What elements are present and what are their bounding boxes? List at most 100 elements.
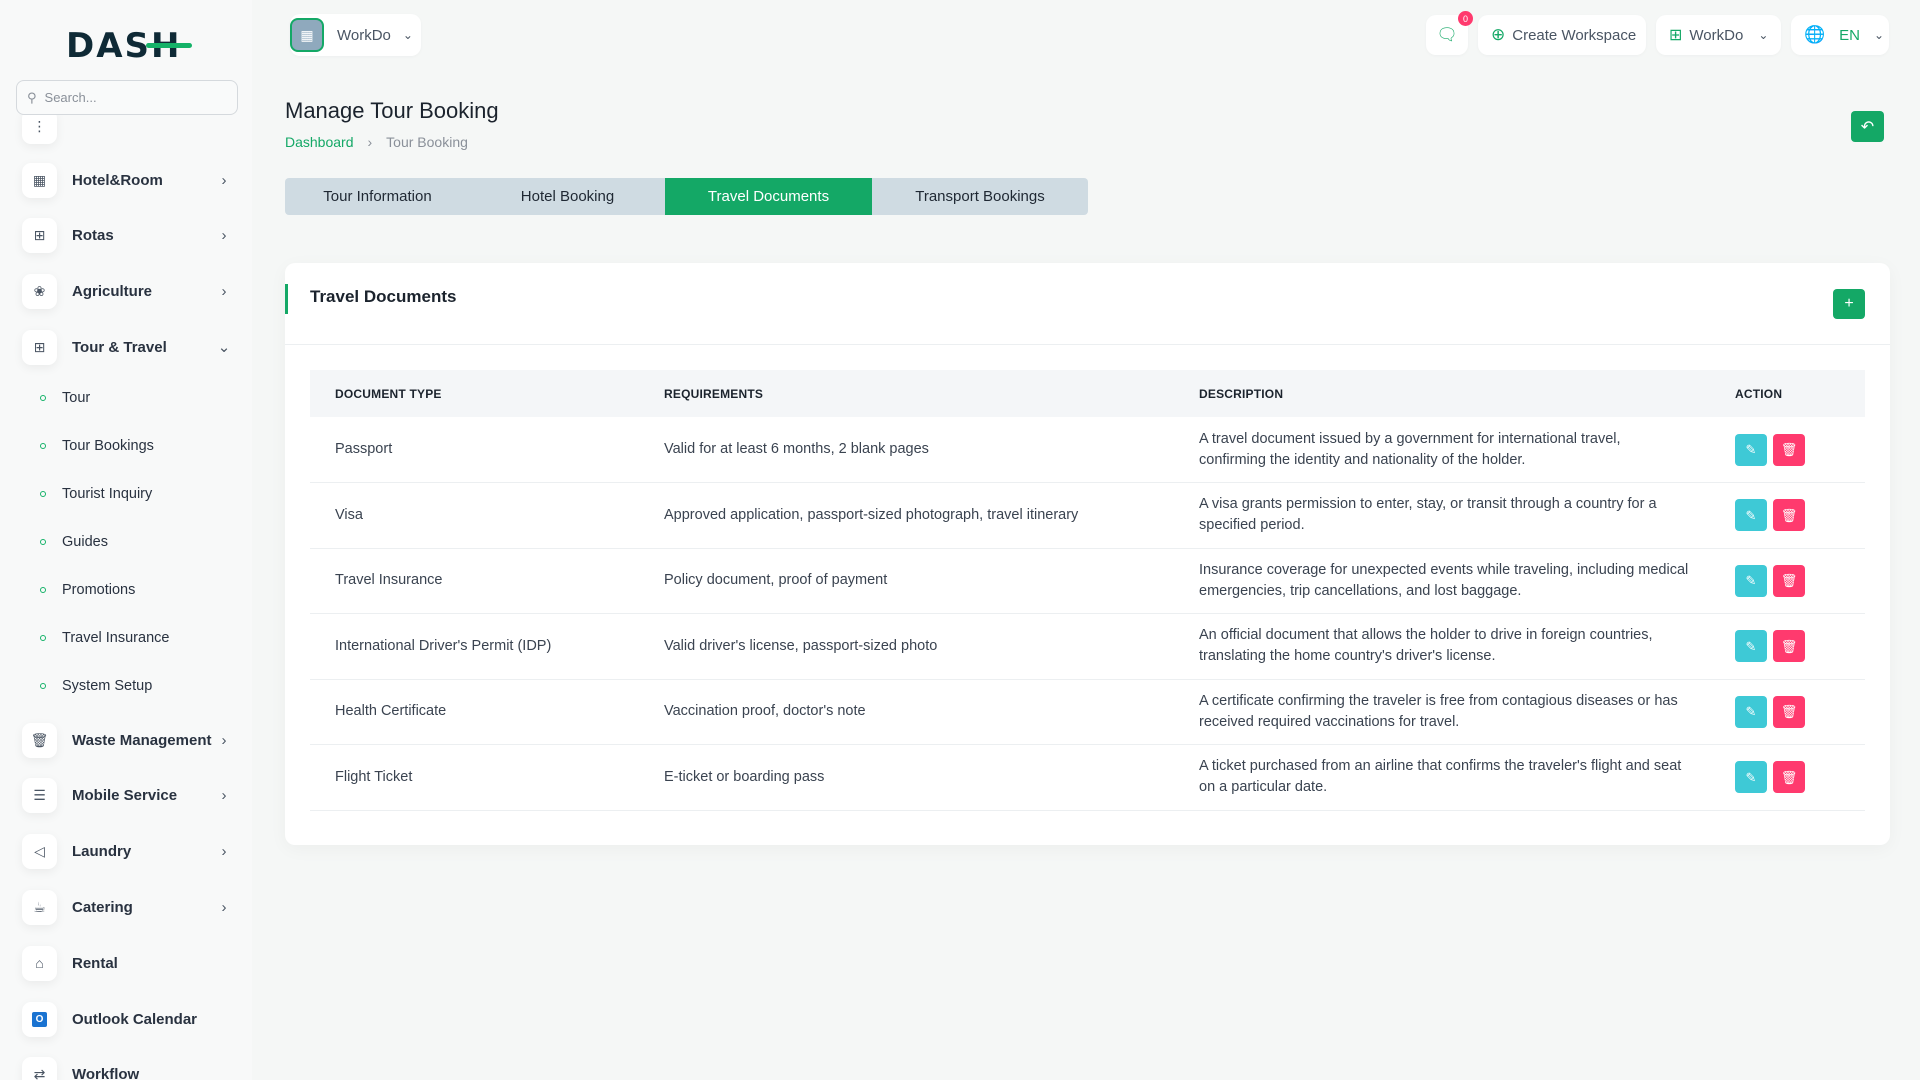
edit-button[interactable]: ✎ — [1735, 761, 1767, 794]
divider — [285, 344, 1890, 345]
sidebar-item-label: Catering — [72, 898, 133, 916]
sidebar-item-catering[interactable]: ☕ Catering › — [22, 889, 234, 925]
sidebar-item-label: Workflow — [72, 1065, 140, 1080]
tab-tour-information[interactable]: Tour Information — [323, 188, 432, 205]
sidebar-item-waste-management[interactable]: 🗑 Waste Management › — [22, 722, 234, 758]
cell-document-type: Flight Ticket — [310, 744, 639, 811]
sidebar-item-rotas[interactable]: ⊞ Rotas › — [22, 217, 234, 253]
header-action: ACTION — [1710, 370, 1865, 417]
workspace-switcher[interactable]: ▦ WorkDo ⌄ — [290, 14, 421, 56]
bullet-icon — [40, 635, 46, 641]
chevron-right-icon: › — [221, 786, 227, 804]
sidebar-item-label: Rotas — [72, 226, 114, 244]
home-icon: ⌂ — [22, 945, 57, 981]
sidebar-item-label: Hotel&Room — [72, 171, 163, 189]
breadcrumb: Dashboard › Tour Booking — [285, 134, 468, 150]
chevron-right-icon: › — [221, 226, 227, 244]
add-document-button[interactable]: + — [1833, 289, 1865, 319]
sidebar-subitem-tourist-inquiry[interactable]: Tourist Inquiry — [40, 486, 152, 502]
chevron-right-icon: › — [367, 134, 373, 150]
sidebar-subitem-promotions[interactable]: Promotions — [40, 582, 135, 598]
subitem-label: Tour Bookings — [62, 438, 154, 454]
edit-button[interactable]: ✎ — [1735, 564, 1767, 597]
edit-button[interactable]: ✎ — [1735, 695, 1767, 728]
cell-description: A certificate confirming the traveler is… — [1174, 679, 1710, 745]
table-header-row: DOCUMENT TYPE REQUIREMENTS DESCRIPTION A… — [310, 370, 1865, 417]
coffee-icon: ☕ — [22, 889, 57, 925]
cell-description: An official document that allows the hol… — [1174, 613, 1710, 680]
sidebar-subitem-system-setup[interactable]: System Setup — [40, 678, 152, 694]
header-requirements: REQUIREMENTS — [639, 370, 1174, 417]
create-workspace-button[interactable]: ⊕ Create Workspace — [1478, 15, 1646, 55]
pencil-icon: ✎ — [1745, 573, 1757, 589]
cell-description: A visa grants permission to enter, stay,… — [1174, 482, 1710, 549]
workdo-dropdown[interactable]: ⊞ WorkDo ⌄ — [1656, 15, 1781, 55]
delete-button[interactable]: 🗑 — [1773, 499, 1805, 532]
header-document-type: DOCUMENT TYPE — [310, 370, 639, 417]
edit-button[interactable]: ✎ — [1735, 499, 1767, 532]
sidebar-item-hotel-room[interactable]: ▦ Hotel&Room › — [22, 162, 234, 198]
cell-action: ✎ 🗑 — [1710, 482, 1865, 549]
building-icon: ▦ — [22, 162, 57, 198]
sidebar-subitem-tour-bookings[interactable]: Tour Bookings — [40, 438, 154, 454]
cell-document-type: Visa — [310, 482, 639, 549]
plus-circle-icon: ⊕ — [1491, 25, 1506, 44]
apps-icon: ⊞ — [1669, 27, 1683, 44]
chevron-down-icon: ⌄ — [217, 339, 231, 356]
sidebar-item-agriculture[interactable]: ❀ Agriculture › — [22, 273, 234, 309]
cell-description: Insurance coverage for unexpected events… — [1174, 548, 1710, 614]
language-dropdown[interactable]: 🌐 EN ⌄ — [1791, 15, 1889, 55]
outlook-icon: O — [22, 1001, 57, 1037]
trash-icon: 🗑 — [1780, 573, 1798, 589]
sidebar-item-label: Outlook Calendar — [72, 1010, 198, 1028]
breadcrumb-dashboard[interactable]: Dashboard — [285, 134, 354, 150]
sidebar-subitem-tour[interactable]: Tour — [40, 390, 90, 406]
back-button[interactable]: ↶ — [1851, 111, 1884, 142]
language-label: EN — [1839, 26, 1861, 44]
cell-document-type: Passport — [310, 417, 639, 483]
cell-description: A travel document issued by a government… — [1174, 417, 1710, 483]
edit-button[interactable]: ✎ — [1735, 630, 1767, 663]
tab-travel-documents[interactable]: Travel Documents — [665, 178, 872, 215]
workdo-label: WorkDo — [1689, 26, 1744, 44]
cell-document-type: International Driver's Permit (IDP) — [310, 613, 639, 680]
cell-document-type: Health Certificate — [310, 679, 639, 745]
plus-icon: + — [1844, 295, 1854, 312]
shirt-icon: ◁ — [22, 833, 57, 869]
sidebar-item-workflow[interactable]: ⇄ Workflow — [22, 1056, 234, 1080]
tab-hotel-booking[interactable]: Hotel Booking — [520, 188, 615, 205]
sidebar-item-outlook-calendar[interactable]: O Outlook Calendar — [22, 1001, 234, 1037]
delete-button[interactable]: 🗑 — [1773, 433, 1805, 466]
plant-icon: ❀ — [22, 273, 57, 309]
sidebar-subitem-travel-insurance[interactable]: Travel Insurance — [40, 630, 169, 646]
workspace-icon: ▦ — [290, 18, 324, 52]
grid-plus-icon: ⊞ — [22, 329, 57, 365]
edit-button[interactable]: ✎ — [1735, 433, 1767, 466]
sidebar-item-rental[interactable]: ⌂ Rental — [22, 945, 234, 981]
search-input[interactable]: ⚲ Search... — [16, 80, 238, 115]
delete-button[interactable]: 🗑 — [1773, 564, 1805, 597]
subitem-label: Guides — [62, 534, 108, 550]
undo-icon: ↶ — [1860, 118, 1875, 136]
trash-icon: 🗑 — [22, 722, 57, 758]
delete-button[interactable]: 🗑 — [1773, 695, 1805, 728]
dash-logo: DASH — [66, 28, 192, 62]
table-row: International Driver's Permit (IDP) Valid… — [310, 613, 1865, 680]
trash-icon: 🗑 — [1780, 442, 1798, 457]
sidebar-item-label: Agriculture — [72, 282, 153, 300]
subitem-label: Tourist Inquiry — [62, 486, 153, 502]
sidebar-item-tour-travel[interactable]: ⊞ Tour & Travel ⌄ — [22, 329, 234, 365]
bullet-icon — [40, 491, 46, 497]
table-row: Flight Ticket E-ticket or boarding pass A … — [310, 744, 1865, 811]
sidebar-item-laundry[interactable]: ◁ Laundry › — [22, 833, 234, 869]
search-placeholder: Search... — [44, 90, 97, 105]
sidebar-subitem-guides[interactable]: Guides — [40, 534, 108, 550]
sidebar-item-label: Waste Management — [72, 731, 212, 749]
delete-button[interactable]: 🗑 — [1773, 630, 1805, 663]
sidebar-item-mobile-service[interactable]: ☰ Mobile Service › — [22, 777, 234, 813]
workflow-icon: ⇄ — [22, 1056, 57, 1080]
subitem-label: Travel Insurance — [62, 630, 170, 646]
delete-button[interactable]: 🗑 — [1773, 761, 1805, 794]
tab-transport-bookings[interactable]: Transport Bookings — [915, 188, 1045, 205]
chat-button[interactable]: 🗨 0 — [1426, 11, 1473, 55]
